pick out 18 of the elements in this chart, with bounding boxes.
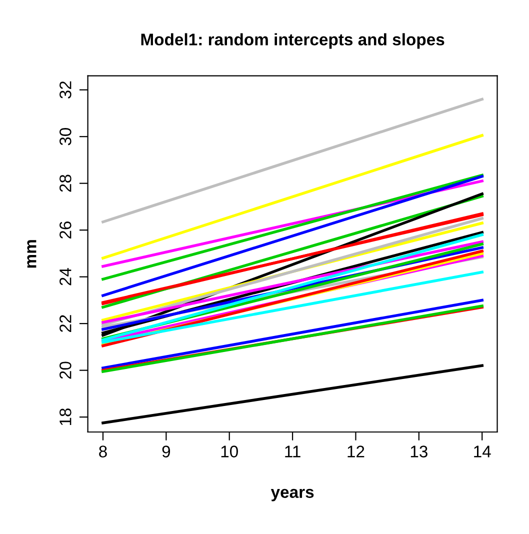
- chart-title: Model1: random intercepts and slopes: [141, 33, 444, 49]
- y-tick-label: 28: [60, 174, 72, 192]
- x-tick-label: 9: [162, 446, 170, 458]
- x-tick-label: 12: [348, 446, 364, 458]
- y-tick-label: 24: [60, 268, 72, 286]
- y-tick-label: 32: [60, 81, 72, 98]
- y-tick-label: 20: [60, 362, 72, 379]
- y-tick-label: 30: [60, 128, 72, 146]
- x-tick-label: 8: [99, 446, 107, 458]
- x-tick-label: 13: [410, 446, 428, 458]
- x-tick-label: 14: [474, 446, 491, 458]
- y-tick-label: 18: [60, 408, 72, 426]
- y-axis-title: mm: [27, 240, 36, 268]
- y-tick-label: 26: [60, 222, 72, 239]
- x-tick-label: 10: [221, 446, 238, 458]
- x-tick-label: 11: [285, 446, 300, 458]
- x-axis-title: years: [270, 488, 314, 502]
- y-tick-label: 22: [60, 315, 72, 332]
